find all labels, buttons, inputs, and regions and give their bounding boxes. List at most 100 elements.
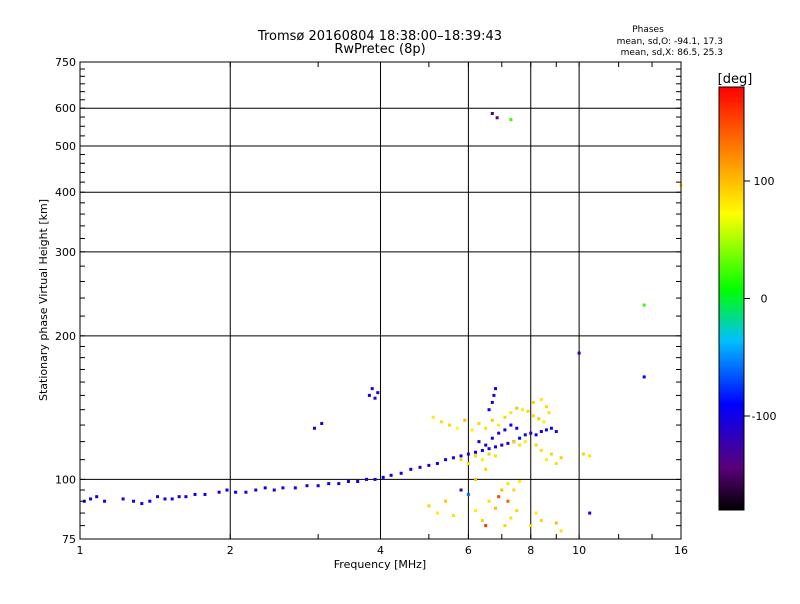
scatter-point (263, 486, 267, 490)
scatter-point (435, 511, 439, 515)
scatter-point (515, 406, 519, 410)
scatter-point (373, 396, 377, 400)
scatter-point (381, 475, 385, 479)
scatter-point (518, 436, 522, 440)
plot-frame (79, 61, 682, 540)
scatter-point (444, 499, 448, 503)
chart-title: Tromsø 20160804 18:38:00–18:39:43 (257, 29, 502, 44)
scatter-point (544, 458, 548, 462)
scatter-point (217, 490, 221, 494)
scatter-point (95, 495, 99, 499)
scatter-point (515, 426, 519, 430)
scatter-point (459, 458, 463, 462)
scatter-point (497, 423, 501, 427)
scatter-point (642, 303, 646, 307)
scatter-point (272, 488, 276, 492)
x-tick-label: 4 (377, 544, 384, 557)
scatter-point (512, 488, 516, 492)
colorbar-tick-label: 0 (761, 293, 768, 306)
scatter-point (459, 454, 463, 458)
scatter-point (490, 436, 494, 440)
scatter-point (549, 426, 553, 430)
scatter-point (487, 447, 491, 451)
scatter-point (515, 509, 519, 513)
scatter-point (356, 479, 360, 483)
scatter-point (547, 411, 551, 415)
scatter-point (544, 405, 548, 409)
scatter-point (537, 417, 541, 421)
scatter-point (642, 375, 646, 379)
scatter-point (500, 443, 504, 447)
scatter-point (373, 477, 377, 481)
scatter-point (418, 465, 422, 469)
scatter-point (140, 502, 144, 506)
scatter-point (588, 454, 592, 458)
scatter-point (531, 400, 535, 404)
data-points (82, 111, 683, 533)
scatter-point (473, 450, 477, 454)
scatter-point (477, 440, 481, 444)
scatter-point (170, 497, 174, 501)
scatter-point (520, 408, 524, 412)
scatter-point (490, 111, 494, 115)
x-tick-label: 16 (674, 544, 688, 557)
scatter-point (484, 426, 488, 430)
scatter-point (376, 391, 380, 395)
x-tick-label: 6 (465, 544, 472, 557)
scatter-point (451, 456, 455, 460)
scatter-point (427, 504, 431, 508)
scatter-point (305, 484, 309, 488)
scatter-point (463, 418, 467, 422)
scatter-point (539, 430, 543, 434)
scatter-point (487, 408, 491, 412)
colorbar: [deg] 100 0 -100 (718, 72, 776, 511)
scatter-point (427, 463, 431, 467)
scatter-point (480, 519, 484, 523)
scatter-point (316, 484, 320, 488)
y-tick-label: 500 (55, 140, 76, 153)
scatter-point (370, 387, 374, 391)
scatter-point (526, 409, 530, 413)
scatter-point (484, 524, 488, 528)
colorbar-tick-label: 100 (754, 175, 775, 188)
scatter-point (577, 351, 581, 355)
scatter-point (539, 519, 543, 523)
scatter-point (494, 454, 498, 458)
scatter-point (389, 473, 393, 477)
scatter-point (559, 529, 563, 533)
scatter-point (518, 443, 522, 447)
scatter-point (559, 456, 563, 460)
scatter-point (523, 440, 527, 444)
scatter-point (494, 387, 498, 391)
axis-ticks: 1 2 4 6 8 10 16 75 100 200 300 400 500 600 750 (55, 56, 688, 557)
scatter-point (534, 511, 538, 515)
stats-x-line: mean, sd,X: 86.5, 25.3 (621, 48, 723, 58)
scatter-point (346, 479, 350, 483)
scatter-point (293, 486, 297, 490)
scatter-point (459, 488, 463, 492)
scatter-point (487, 452, 491, 456)
x-axis-label: Frequency [MHz] (334, 558, 426, 571)
scatter-point (327, 482, 331, 486)
scatter-point (367, 393, 371, 397)
scatter-point (497, 431, 501, 435)
scatter-point (503, 524, 507, 528)
x-tick-label: 1 (77, 544, 84, 557)
scatter-point (103, 499, 107, 503)
scatter-point (492, 393, 496, 397)
scatter-point (554, 461, 558, 465)
scatter-point (529, 524, 533, 528)
scatter-point (494, 445, 498, 449)
y-axis-label: Stationary phase Virtual Height [km] (37, 199, 50, 401)
scatter-point (509, 118, 513, 122)
scatter-point (431, 415, 435, 419)
scatter-point (184, 495, 188, 499)
scatter-point (451, 514, 455, 518)
scatter-point (337, 482, 341, 486)
scatter-point (320, 421, 324, 425)
chart-subtitle: RwPretec (8p) (334, 42, 425, 57)
scatter-point (554, 521, 558, 525)
scatter-point (455, 426, 459, 430)
scatter-point (484, 467, 488, 471)
scatter-point (509, 423, 513, 427)
